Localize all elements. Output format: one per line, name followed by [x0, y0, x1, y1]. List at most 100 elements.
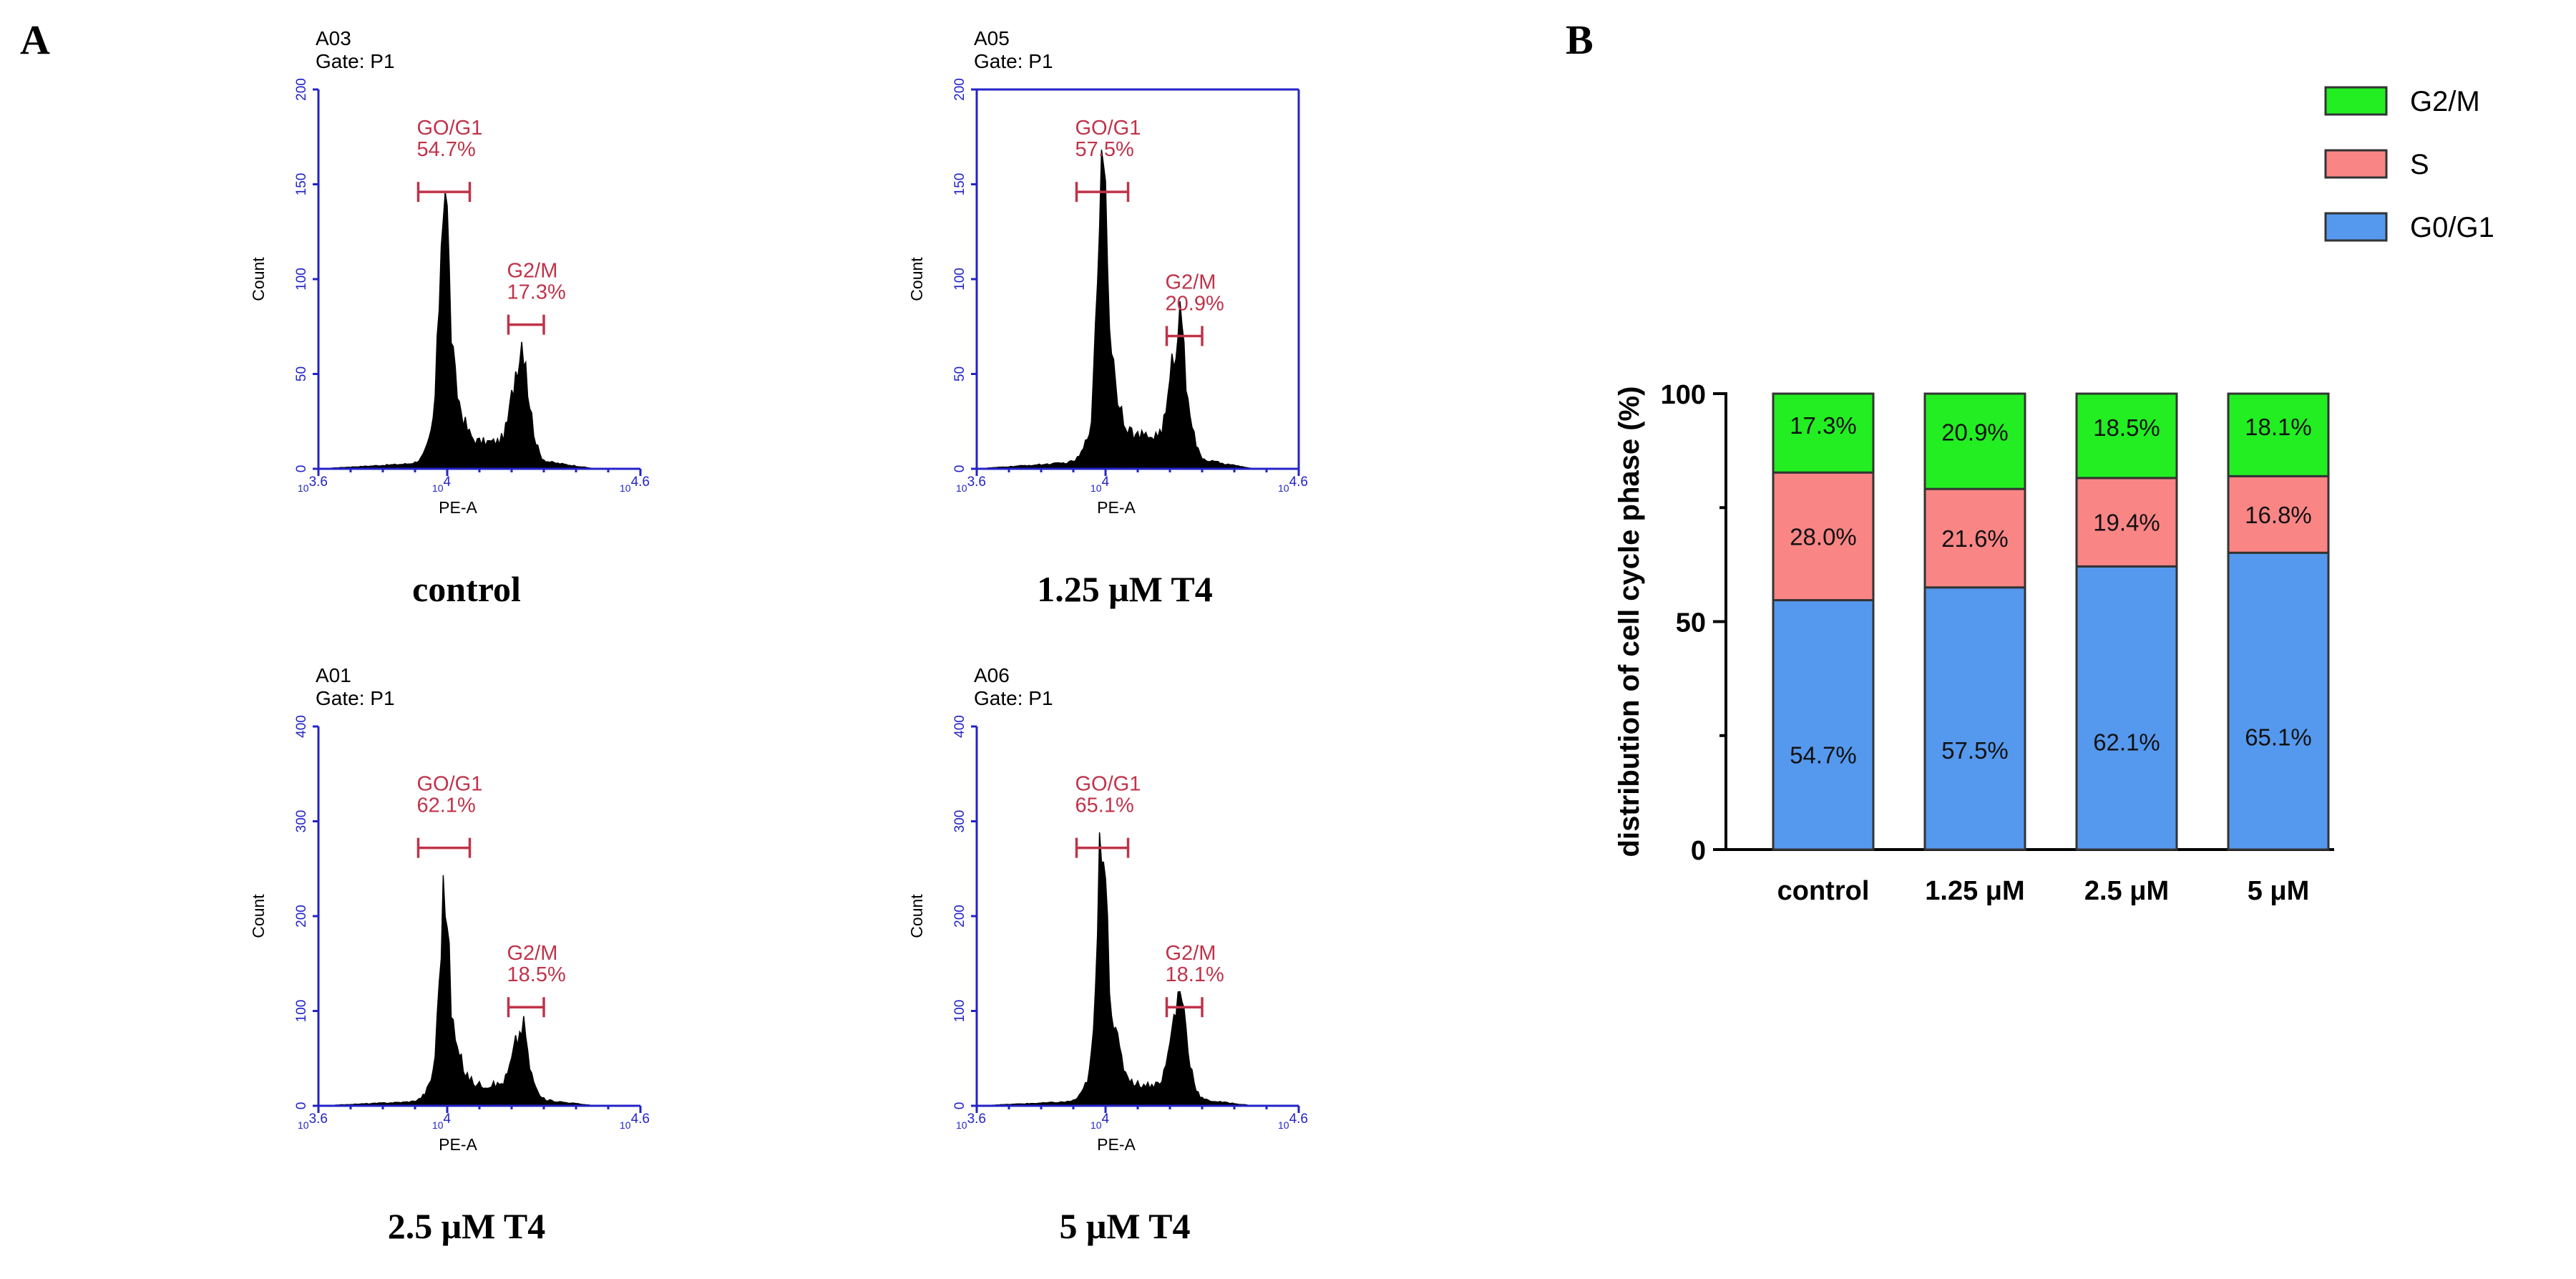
histogram-trace: [976, 832, 1299, 1107]
g2m-gate-label: G2/M: [507, 942, 558, 965]
g0g1-gate: [1075, 182, 1130, 203]
g0g1-gate-value: 54.7%: [417, 138, 476, 161]
g2m-gate-label: G2/M: [1166, 271, 1216, 294]
bar-g2m-2: [1923, 392, 2026, 490]
stacked-bar-chart: G2/M S G0/G1 0 50 100 distribution of cell cyc…: [1614, 86, 2494, 906]
y-tick-label: 0: [952, 465, 967, 473]
x-tick-label: 104.6: [620, 475, 650, 494]
bar-value-label-s-1: 28.0%: [1790, 523, 1857, 550]
bar-y-axis-title: distribution of cell cycle phase (%): [1614, 386, 1645, 857]
x-tick-label: 104.6: [1278, 1112, 1308, 1131]
y-axis-title: Count: [907, 894, 926, 938]
g2m-gate: [1165, 997, 1204, 1018]
bar-value-label-g0g1-3: 62.1%: [2093, 729, 2160, 756]
g0g1-gate-label: GO/G1: [417, 117, 483, 140]
y-tick-label: 400: [294, 715, 309, 738]
bar-category-label-1: control: [1777, 876, 1870, 906]
x-tick-label: 103.6: [956, 1112, 986, 1131]
sample-id: A03: [316, 27, 351, 49]
histogram-trace: [976, 150, 1299, 470]
bar-value-label-g2m-4: 18.1%: [2245, 414, 2312, 440]
g2m-gate-value: 18.5%: [507, 963, 566, 986]
x-axis-title: PE-A: [1097, 1135, 1136, 1154]
y-tick-label: 100: [294, 1000, 309, 1023]
bar-value-label-g0g1-1: 54.7%: [1790, 742, 1857, 769]
y-tick-label: 200: [294, 78, 309, 101]
y-tick-label: 100: [952, 268, 967, 291]
g0g1-gate-label: GO/G1: [417, 773, 483, 796]
y-tick-label: 0: [294, 465, 309, 473]
x-tick-label: 103.6: [298, 475, 328, 494]
bar-g2m-4: [2227, 392, 2330, 477]
panel-letter-b: B: [1566, 16, 1594, 63]
g0g1-gate-value: 62.1%: [417, 794, 476, 817]
bar-g0g1-3: [2075, 565, 2178, 851]
panel-caption: 2.5 μM T4: [388, 1206, 545, 1246]
g0g1-gate: [416, 182, 472, 203]
x-tick-label: 104.6: [620, 1112, 650, 1131]
g2m-gate-label: G2/M: [1166, 942, 1216, 965]
panel-caption: 5 μM T4: [1060, 1206, 1191, 1246]
y-tick-label: 50: [952, 366, 967, 381]
bar-g0g1-2: [1923, 586, 2026, 851]
bar-g2m-3: [2075, 392, 2178, 480]
panel-caption: 1.25 μM T4: [1037, 569, 1212, 609]
y-tick-label: 200: [294, 905, 309, 928]
y-tick-label: 400: [952, 715, 967, 738]
y-axis-title: Count: [907, 257, 926, 301]
legend-swatch-1: [2324, 86, 2388, 116]
bar-g0g1-4: [2227, 551, 2330, 851]
legend-swatch-3: [2324, 212, 2388, 242]
x-tick-label: 104: [1091, 1112, 1110, 1131]
gate-label: Gate: P1: [974, 50, 1053, 72]
bar-category-label-2: 1.25 μM: [1925, 876, 2024, 906]
g0g1-gate-value: 65.1%: [1075, 794, 1134, 817]
g2m-gate: [1165, 326, 1204, 346]
gate-label: Gate: P1: [316, 50, 395, 72]
bar-s-4: [2227, 475, 2330, 554]
g2m-gate-value: 20.9%: [1166, 293, 1224, 316]
y-tick-label: 200: [952, 905, 967, 928]
panel-letter-a: A: [20, 16, 50, 63]
bar-y-tick-label: 50: [1676, 608, 1706, 638]
bar-y-tick-label: 0: [1691, 836, 1706, 866]
bar-s-2: [1923, 487, 2026, 589]
bar-value-label-g2m-1: 17.3%: [1790, 412, 1857, 439]
histogram-trace: [318, 192, 640, 470]
x-tick-label: 104: [1091, 475, 1110, 494]
y-tick-label: 0: [294, 1102, 309, 1110]
y-tick-label: 100: [952, 1000, 967, 1023]
sample-id: A05: [974, 27, 1010, 49]
y-axis-title: Count: [249, 257, 268, 301]
bar-g2m-1: [1772, 392, 1875, 474]
g0g1-gate-label: GO/G1: [1075, 773, 1141, 796]
bar-value-label-g2m-3: 18.5%: [2093, 414, 2160, 441]
bar-value-label-g2m-2: 20.9%: [1941, 419, 2009, 445]
bar-s-3: [2075, 477, 2178, 568]
panel-caption: control: [412, 569, 521, 609]
histogram-trace: [318, 875, 640, 1107]
bar-g0g1-1: [1772, 599, 1875, 851]
sample-id: A06: [974, 664, 1010, 686]
x-axis-title: PE-A: [439, 498, 477, 517]
bar-value-label-g0g1-2: 57.5%: [1941, 737, 2009, 764]
bar-value-label-s-3: 19.4%: [2093, 510, 2160, 536]
legend-label-1: G2/M: [2410, 86, 2480, 117]
x-axis-title: PE-A: [1097, 498, 1136, 517]
x-axis-title: PE-A: [439, 1135, 477, 1154]
g0g1-gate-label: GO/G1: [1075, 117, 1141, 140]
y-tick-label: 0: [952, 1102, 967, 1110]
x-tick-label: 104: [432, 1112, 452, 1131]
g0g1-gate: [416, 837, 472, 858]
y-tick-label: 150: [294, 173, 309, 196]
g2m-gate-value: 18.1%: [1166, 963, 1224, 986]
x-tick-label: 104: [432, 475, 452, 494]
y-tick-label: 300: [952, 810, 967, 833]
bar-category-label-4: 5 μM: [2248, 876, 2310, 906]
bar-y-tick-label: 100: [1661, 380, 1706, 410]
